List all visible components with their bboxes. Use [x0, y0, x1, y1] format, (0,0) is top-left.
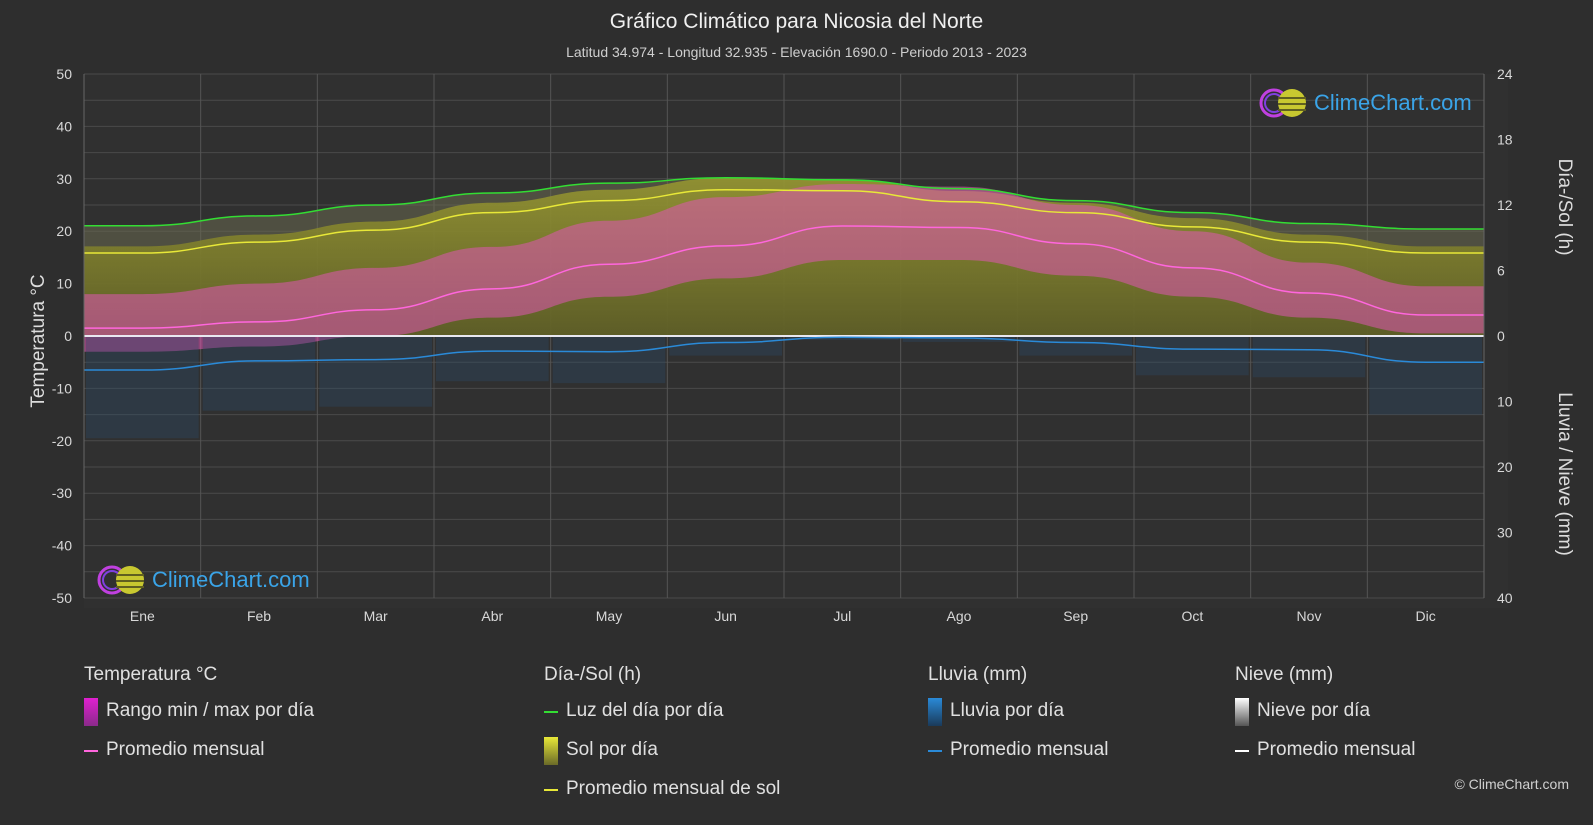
snow-avg-swatch	[1235, 750, 1249, 752]
legend-sun-header: Día-/Sol (h)	[544, 664, 642, 685]
legend-temp-header: Temperatura °C	[84, 664, 218, 685]
chart-subtitle: Latitud 34.974 - Longitud 32.935 - Eleva…	[566, 44, 1027, 60]
y-left-tick: 20	[56, 223, 72, 239]
snow-swatch	[1235, 698, 1249, 726]
rain-avg-swatch	[928, 750, 942, 752]
sun-avg-line	[84, 188, 1484, 254]
rain-bar	[1019, 336, 1132, 356]
legend-temperature: Temperatura °C Rango min / max por día P…	[84, 664, 314, 778]
rain-bar	[552, 336, 666, 384]
logo-icon	[97, 565, 144, 595]
rain-avg-line	[84, 336, 1484, 371]
y-right-top-tick: 6	[1497, 263, 1505, 279]
legend-sun-avg: Promedio mensual de sol	[544, 778, 780, 817]
legend-rain-day: Lluvia por día	[928, 698, 1108, 739]
x-tick-month: May	[596, 608, 622, 624]
legend-snow-day-label: Nieve por día	[1257, 700, 1371, 721]
y-right-top-tick: 12	[1497, 197, 1513, 213]
y-right-top-tick: 18	[1497, 132, 1513, 148]
logo-icon	[1259, 88, 1306, 118]
y-right-bottom-tick: 30	[1497, 525, 1513, 541]
x-tick-month: Mar	[364, 608, 388, 624]
legend-sun-day: Sol por día	[544, 737, 780, 778]
sun-swatch	[544, 737, 558, 765]
legend-daylight-label: Luz del día por día	[566, 700, 724, 721]
rain-bar	[902, 336, 1016, 342]
temp-avg-line	[84, 225, 1484, 329]
legend-sun: Día-/Sol (h) Luz del día por día Sol por…	[544, 664, 780, 817]
legend-rain-day-label: Lluvia por día	[950, 700, 1065, 721]
legend-temp-avg-label: Promedio mensual	[106, 739, 265, 760]
logo-text: ClimeChart.com	[1314, 90, 1472, 115]
rain-bar	[436, 336, 549, 382]
x-tick-month: Ene	[130, 608, 155, 624]
x-tick-month: Feb	[247, 608, 271, 624]
y-left-tick: 40	[56, 118, 72, 134]
x-tick-month: Oct	[1181, 608, 1203, 624]
temp-range-band	[84, 184, 1484, 352]
rain-bar	[1369, 336, 1482, 415]
y-left-tick: -10	[52, 380, 72, 396]
y-right-top-tick: 0	[1497, 328, 1505, 344]
y-left-tick: 0	[64, 328, 72, 344]
x-tick-month: Dic	[1416, 608, 1436, 624]
axes: 50 40 30 20 10 0 -10 -20 -30 -40 -50 24 18 12 6 0 10 20 30…	[52, 66, 1513, 624]
x-tick-month: Abr	[481, 608, 503, 624]
legend-temp-avg: Promedio mensual	[84, 739, 314, 778]
rain-bar	[1136, 336, 1249, 376]
y-left-tick: 10	[56, 276, 72, 292]
y-left-tick: 30	[56, 171, 72, 187]
legend-temp-range: Rango min / max por día	[84, 698, 315, 739]
y-left-tick: 50	[56, 66, 72, 82]
legend-snow-avg-label: Promedio mensual	[1257, 739, 1416, 760]
rain-bar	[202, 336, 316, 411]
y-right-bottom-tick: 40	[1497, 590, 1513, 606]
y-right-top-label: Día-/Sol (h)	[1554, 158, 1575, 255]
y-right-bottom-tick: 10	[1497, 394, 1513, 410]
x-tick-month: Jul	[833, 608, 851, 624]
daylight-line	[84, 176, 1484, 230]
y-right-bottom-label: Lluvia / Nieve (mm)	[1554, 392, 1575, 556]
rain-swatch	[928, 698, 942, 726]
temp-avg-swatch	[84, 750, 98, 752]
legend-sun-day-label: Sol por día	[566, 739, 658, 760]
rain-bar	[1252, 336, 1366, 378]
y-right-top-tick: 24	[1497, 66, 1513, 82]
x-tick-month: Ago	[947, 608, 972, 624]
y-right-bottom-tick: 20	[1497, 459, 1513, 475]
legend-snow-header: Nieve (mm)	[1235, 664, 1334, 685]
rain-bar	[319, 336, 432, 407]
y-left-tick: -40	[52, 538, 72, 554]
x-tick-month: Nov	[1297, 608, 1322, 624]
legend-snow: Nieve (mm) Nieve por día Promedio mensua…	[1235, 664, 1415, 778]
y-left-tick: -50	[52, 590, 72, 606]
legend-rain: Lluvia (mm) Lluvia por día Promedio mens…	[928, 664, 1108, 778]
chart-title: Gráfico Climático para Nicosia del Norte	[609, 10, 984, 33]
y-left-label: Temperatura °C	[28, 274, 49, 407]
logo-top[interactable]: ClimeChart.com	[1258, 86, 1472, 120]
legend-rain-avg-label: Promedio mensual	[950, 739, 1109, 760]
legend-rain-avg: Promedio mensual	[928, 739, 1108, 778]
copyright: © ClimeChart.com	[1454, 776, 1569, 792]
y-left-tick: -30	[52, 485, 72, 501]
logo-text: ClimeChart.com	[152, 567, 310, 592]
logo-bottom[interactable]: ClimeChart.com	[96, 563, 310, 597]
rain-bar	[86, 336, 199, 439]
y-left-tick: -20	[52, 433, 72, 449]
x-tick-month: Jun	[714, 608, 737, 624]
legend-daylight: Luz del día por día	[544, 700, 780, 739]
rain-bar	[669, 336, 782, 356]
legend-snow-day: Nieve por día	[1235, 698, 1415, 739]
chart-marks	[84, 176, 1484, 439]
x-tick-month: Sep	[1063, 608, 1088, 624]
legend-sun-avg-label: Promedio mensual de sol	[566, 778, 781, 799]
daylight-swatch	[544, 711, 558, 713]
legend-rain-header: Lluvia (mm)	[928, 664, 1028, 685]
legend-temp-range-label: Rango min / max por día	[106, 700, 315, 721]
legend-snow-avg: Promedio mensual	[1235, 739, 1415, 778]
sun-avg-swatch	[544, 789, 558, 791]
temp-range-swatch	[84, 698, 98, 726]
